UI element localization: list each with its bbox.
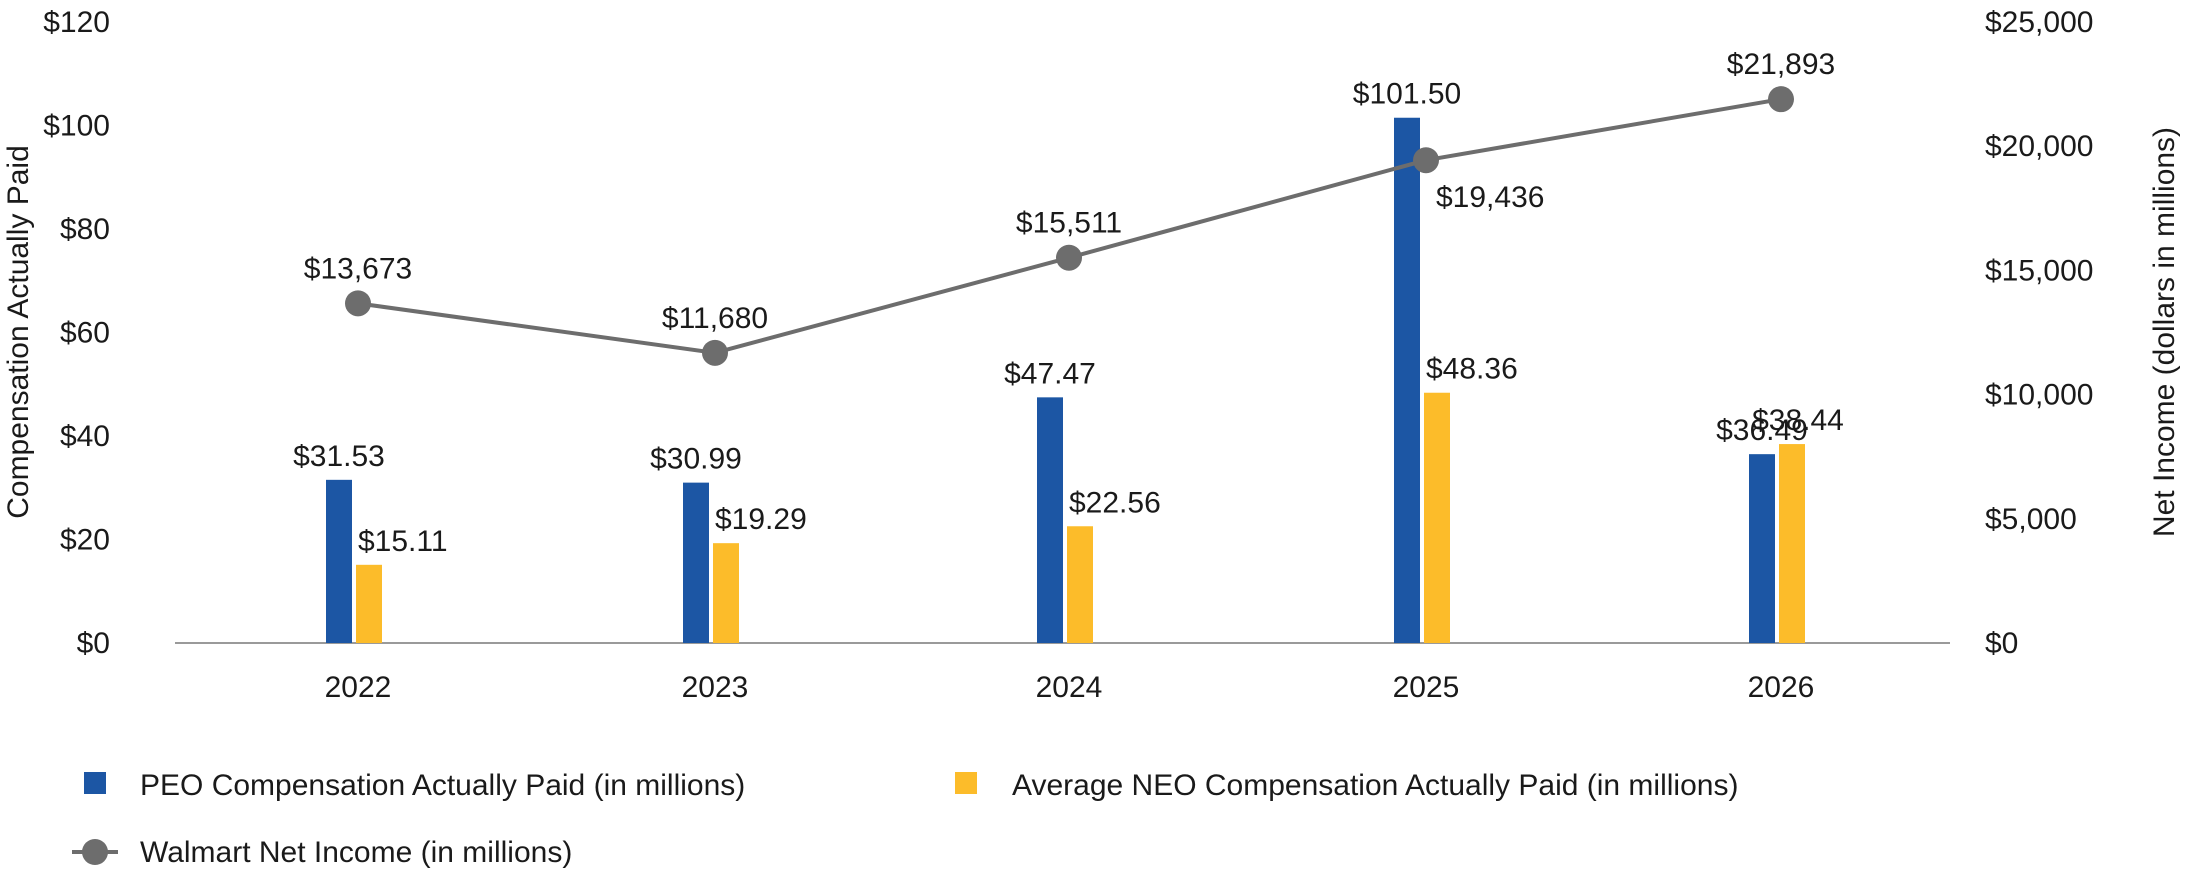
legend-swatch-neo — [955, 772, 977, 794]
net-income-marker — [702, 339, 728, 366]
legend-label-net-income: Walmart Net Income (in millions) — [140, 836, 572, 869]
y-left-tick-label: $100 — [43, 110, 110, 143]
legend-label-neo: Average NEO Compensation Actually Paid (… — [1012, 769, 1738, 802]
neo-bar — [356, 564, 382, 643]
legend-marker-net-income — [82, 839, 108, 865]
legend-label-peo: PEO Compensation Actually Paid (in milli… — [140, 769, 745, 802]
y-left-tick-label: $40 — [60, 420, 110, 453]
peo-bar — [683, 482, 709, 643]
y-left-tick-label: $60 — [60, 317, 110, 350]
line-group — [345, 86, 1794, 366]
net-income-marker — [1056, 244, 1082, 271]
x-tick-label: 2026 — [1748, 671, 1815, 704]
neo-bar — [1424, 392, 1450, 643]
peo-bar — [1394, 117, 1420, 644]
y-left-tick-label: $20 — [60, 524, 110, 557]
net-income-data-label: $11,680 — [662, 302, 768, 335]
legend: PEO Compensation Actually Paid (in milli… — [72, 769, 1738, 869]
y-left-tick-label: $0 — [77, 627, 110, 660]
y-left-tick-label: $80 — [60, 213, 110, 246]
y-right-axis-title: Net Income (dollars in millions) — [2148, 127, 2181, 537]
axes-group: $0 $20 $40 $60 $80 $100 $120 $0 $5,000 $10,000 $15… — [2, 6, 2181, 704]
bars-group — [326, 117, 1805, 644]
y-left-tick-label: $120 — [43, 6, 110, 39]
neo-data-label: $22.56 — [1069, 486, 1161, 519]
neo-bar — [1067, 526, 1093, 643]
peo-data-label: $31.53 — [293, 440, 385, 473]
neo-data-label: $19.29 — [715, 503, 807, 536]
peo-data-label: $47.47 — [1004, 357, 1096, 390]
neo-bar — [1779, 444, 1805, 643]
net-income-marker — [1413, 147, 1439, 174]
neo-data-label: $38.44 — [1752, 404, 1844, 437]
peo-data-label: $30.99 — [650, 443, 742, 476]
y-right-tick-label: $15,000 — [1985, 254, 2093, 287]
x-tick-label: 2022 — [325, 671, 392, 704]
neo-data-label: $48.36 — [1426, 353, 1518, 386]
net-income-data-label: $13,673 — [304, 252, 412, 285]
peo-bar — [1037, 397, 1063, 643]
y-right-tick-label: $10,000 — [1985, 379, 2093, 412]
neo-data-label: $15.11 — [358, 525, 448, 558]
net-income-marker — [345, 290, 371, 317]
x-tick-label: 2023 — [682, 671, 749, 704]
legend-swatch-peo — [84, 772, 106, 794]
y-right-tick-label: $25,000 — [1985, 6, 2093, 39]
y-right-tick-label: $0 — [1985, 627, 2018, 660]
data-labels-group: $31.53 $15.11 $30.99 $19.29 $47.47 $22.56 $101… — [293, 48, 1844, 558]
neo-bar — [713, 543, 739, 643]
y-right-tick-label: $20,000 — [1985, 130, 2093, 163]
peo-bar — [326, 479, 352, 643]
net-income-data-label: $19,436 — [1436, 181, 1544, 214]
net-income-data-label: $15,511 — [1016, 207, 1122, 240]
x-tick-label: 2025 — [1393, 671, 1460, 704]
y-left-axis-title: Compensation Actually Paid — [2, 145, 35, 519]
y-right-tick-label: $5,000 — [1985, 503, 2077, 536]
peo-data-label: $36.49 — [1716, 414, 1808, 447]
net-income-data-label: $21,893 — [1727, 48, 1835, 81]
net-income-marker — [1768, 86, 1794, 113]
peo-data-label: $101.50 — [1353, 78, 1461, 111]
x-tick-label: 2024 — [1036, 671, 1103, 704]
peo-bar — [1749, 454, 1775, 643]
